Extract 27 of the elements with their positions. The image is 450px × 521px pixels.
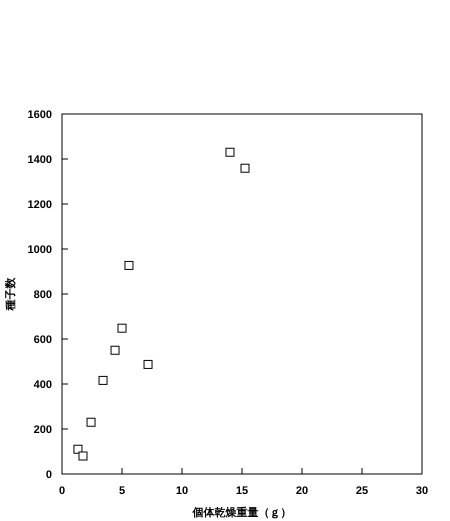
x-tick-label: 30 [416, 485, 428, 497]
point [144, 360, 153, 369]
point [240, 164, 250, 173]
point [124, 260, 134, 270]
point [86, 418, 96, 427]
y-tick-label: 0 [46, 469, 52, 481]
point [118, 324, 126, 333]
x-tick-label: 5 [118, 485, 126, 497]
y-tick-label: 600 [34, 334, 52, 346]
y-tick-label: 1000 [28, 244, 52, 256]
y-axis-title: 種子数 [4, 276, 17, 312]
x-tick-label: 25 [356, 485, 368, 497]
x-tick-label: 20 [296, 485, 308, 497]
point [98, 376, 108, 385]
y-tick-label: 1200 [28, 199, 52, 211]
x-tick-label: 0 [58, 485, 66, 497]
point [78, 452, 88, 460]
y-tick-label: 1600 [28, 109, 52, 121]
y-tick-label: 1400 [28, 154, 52, 166]
point [226, 148, 234, 157]
x-tick-label: 15 [236, 485, 248, 497]
x-axis-title: 個体乾燥重量（ｇ） [192, 506, 292, 519]
y-tick-label: 400 [34, 379, 52, 391]
x-tick-label: 10 [176, 485, 188, 497]
y-tick-label: 200 [34, 424, 52, 436]
point [110, 346, 120, 355]
y-tick-label: 800 [34, 289, 52, 301]
